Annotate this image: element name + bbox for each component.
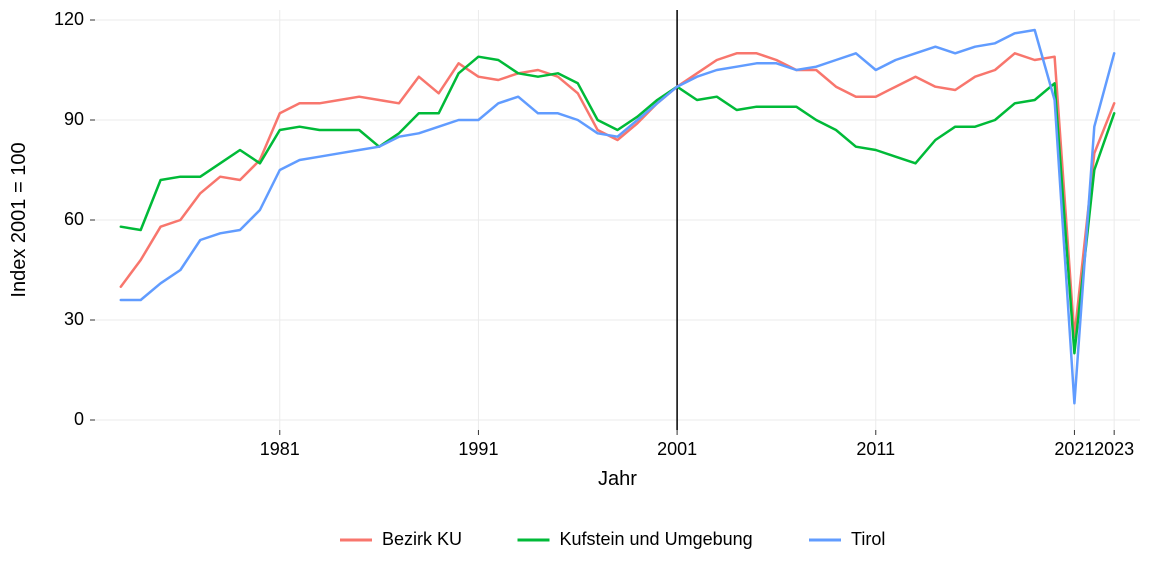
y-axis-title: Index 2001 = 100 <box>8 142 30 297</box>
y-tick-label: 60 <box>64 209 84 229</box>
x-tick-label: 1991 <box>458 439 498 459</box>
legend-label: Tirol <box>851 529 885 549</box>
x-axis-title: Jahr <box>598 468 637 490</box>
x-tick-label: 2011 <box>856 439 895 459</box>
legend-label: Kufstein und Umgebung <box>560 529 753 549</box>
y-tick-label: 90 <box>64 109 84 129</box>
y-tick-label: 0 <box>74 409 84 429</box>
y-tick-label: 30 <box>64 309 84 329</box>
chart-svg: 0 30 60 90 120 1981 1991 2001 2011 20212023 Jahr In… <box>0 0 1152 576</box>
x-tick-label: 1981 <box>260 439 300 459</box>
x-tick-label: 2021 <box>1054 439 1094 459</box>
x-tick-label: 2001 <box>657 439 697 459</box>
legend-label: Bezirk KU <box>382 529 462 549</box>
x-tick-label: 2023 <box>1094 439 1134 459</box>
y-tick-label: 120 <box>54 9 84 29</box>
index-line-chart: 0 30 60 90 120 1981 1991 2001 2011 20212023 Jahr In… <box>0 0 1152 576</box>
